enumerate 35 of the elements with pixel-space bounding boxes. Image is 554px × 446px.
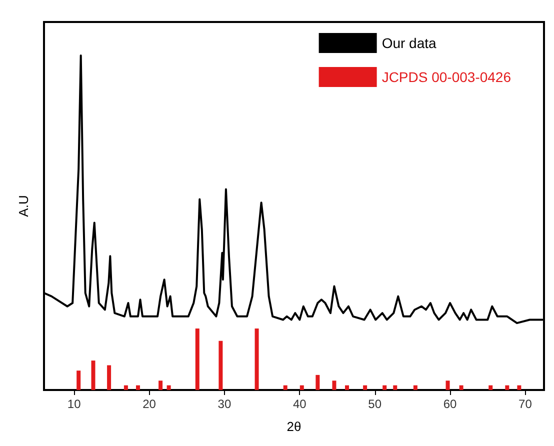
x-tick-label: 40 [292, 397, 307, 411]
bar [158, 380, 163, 390]
x-tick-label: 60 [443, 397, 458, 411]
y-axis-title: A.U [16, 195, 31, 217]
x-tick-label: 70 [518, 397, 532, 411]
bar [459, 385, 464, 390]
bar [124, 385, 128, 390]
bar [300, 385, 304, 390]
bar [107, 365, 112, 390]
bar [446, 380, 450, 390]
bar [136, 385, 140, 390]
bar [505, 385, 510, 390]
bar [76, 370, 81, 390]
x-tick-label: 50 [368, 397, 382, 411]
bar [254, 328, 259, 390]
bar [218, 340, 223, 390]
bar [195, 328, 200, 390]
x-tick-label: 20 [142, 397, 156, 411]
bar [393, 385, 398, 390]
bar [382, 385, 387, 390]
bar [316, 374, 320, 390]
bar [283, 385, 288, 390]
x-tick-label: 10 [67, 397, 82, 411]
bar [517, 385, 522, 390]
bar [91, 360, 96, 390]
x-axis-title: 2θ [286, 419, 302, 434]
bar [488, 385, 493, 390]
bar [166, 385, 171, 390]
legend-label: JCPDS 00-003-0426 [382, 69, 512, 85]
legend-label: Our data [382, 35, 437, 51]
bar [413, 385, 418, 390]
bar [363, 385, 368, 390]
bar [332, 380, 336, 390]
bar [345, 385, 350, 390]
x-tick-label: 30 [218, 397, 232, 411]
